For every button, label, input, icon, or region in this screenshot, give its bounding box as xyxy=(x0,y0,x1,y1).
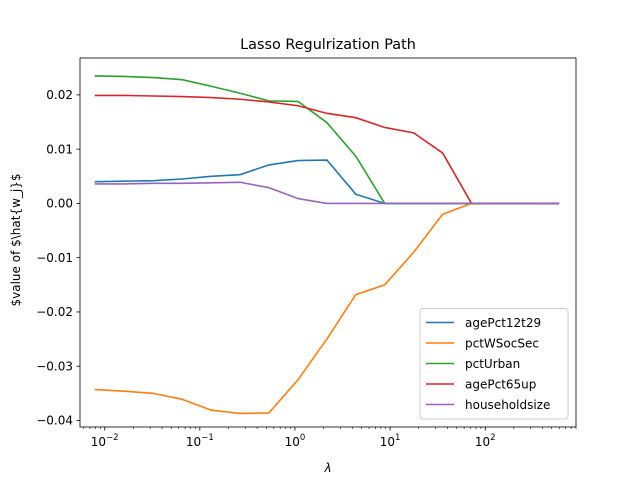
plot-area: 10−2 10−1 100 101 102 0.02 0.01 0.00 −0.01 −0.02 −… xyxy=(36,57,577,449)
y-tick-label: −0.02 xyxy=(36,305,73,319)
legend-label: agePct12t29 xyxy=(465,316,541,330)
legend-label: pctWSocSec xyxy=(465,337,539,351)
y-tick-label: 0.00 xyxy=(46,197,73,211)
chart-title: Lasso Regulrization Path xyxy=(240,37,416,53)
x-tick-label: 100 xyxy=(285,433,306,449)
legend-label: pctUrban xyxy=(465,357,520,371)
x-tick-label: 10−1 xyxy=(186,433,214,449)
x-tick-label: 102 xyxy=(475,433,496,449)
x-tick-label: 101 xyxy=(380,433,401,449)
y-tick-label: 0.02 xyxy=(46,88,73,102)
legend-label: householdsize xyxy=(465,398,550,412)
y-axis-label: $value of $\hat{w_j}$ xyxy=(9,173,23,306)
legend-label: agePct65up xyxy=(465,378,536,392)
y-tick-label: −0.04 xyxy=(36,414,73,428)
x-tick-label: 10−2 xyxy=(91,433,119,449)
x-axis-label: λ xyxy=(323,461,331,475)
y-tick-label: 0.01 xyxy=(46,142,73,156)
series-line-householdsize xyxy=(94,181,560,205)
y-tick-label: −0.01 xyxy=(36,251,73,265)
y-tick-label: −0.03 xyxy=(36,359,73,373)
legend-box xyxy=(419,308,569,420)
